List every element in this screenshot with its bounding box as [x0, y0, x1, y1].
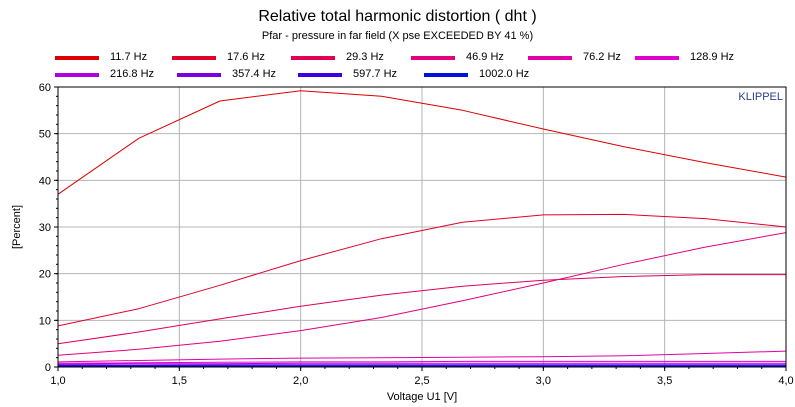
x-tick-label: 3,5 — [657, 375, 672, 387]
series-line-11-7-hz — [57, 90, 787, 195]
legend-label: 128.9 Hz — [690, 51, 735, 63]
x-tick-label: 4,0 — [778, 375, 793, 387]
y-tick-label: 10 — [39, 315, 51, 327]
y-tick-label: 20 — [39, 269, 51, 281]
chart-subtitle: Pfar - pressure in far field (X pse EXCE… — [261, 30, 534, 42]
legend-swatch — [55, 73, 99, 77]
legend-swatch — [528, 56, 572, 60]
legend-label: 216.8 Hz — [110, 68, 155, 80]
legend-label: 597.7 Hz — [353, 68, 398, 80]
series-line-29-3-hz — [57, 274, 786, 345]
x-tick-label: 1,5 — [172, 375, 187, 387]
x-tick-label: 2,5 — [414, 375, 429, 387]
series-line-46-9-hz — [57, 232, 787, 356]
series-line-76-2-hz — [57, 350, 787, 363]
y-axis-label: [Percent] — [11, 205, 23, 249]
y-tick-label: 60 — [39, 82, 51, 94]
legend-label: 11.7 Hz — [110, 51, 148, 63]
legend-label: 17.6 Hz — [227, 51, 265, 63]
legend-label: 76.2 Hz — [583, 51, 621, 63]
y-tick-label: 30 — [39, 222, 51, 234]
legend-swatch — [411, 56, 455, 60]
legend-label: 29.3 Hz — [346, 51, 384, 63]
watermark: KLIPPEL — [738, 91, 783, 103]
x-tick-label: 2,0 — [293, 375, 308, 387]
legend-label: 46.9 Hz — [466, 51, 504, 63]
legend-swatch — [635, 56, 679, 60]
series-line-216-8-hz — [57, 362, 786, 365]
y-tick-label: 50 — [39, 129, 51, 141]
x-tick-label: 1,0 — [50, 375, 65, 387]
legend-label: 357.4 Hz — [232, 68, 277, 80]
series-lines — [57, 90, 787, 367]
x-tick-label: 3,0 — [536, 375, 551, 387]
grid — [58, 87, 786, 367]
axes: 1,0 1,5 2,0 2,5 3,0 3,5 4,0 0 10 20 30 40 50 60 — [39, 82, 794, 387]
legend-swatch — [177, 73, 221, 77]
plot-frame — [57, 86, 787, 368]
legend-swatch — [55, 56, 99, 60]
legend-swatch — [298, 73, 342, 77]
legend-label: 1002.0 Hz — [479, 68, 530, 80]
legend-swatch — [424, 73, 468, 77]
series-line-17-6-hz — [57, 213, 787, 327]
legend-swatch — [291, 56, 335, 60]
legend-row: 216.8 Hz 357.4 Hz 597.7 Hz 1002.0 Hz — [55, 67, 785, 84]
legend: 11.7 Hz 17.6 Hz 29.3 Hz 46.9 Hz 76.2 Hz … — [55, 50, 785, 84]
series-line-128-9-hz — [57, 360, 786, 364]
legend-swatch — [172, 56, 216, 60]
y-tick-label: 40 — [39, 175, 51, 187]
y-tick-label: 0 — [45, 362, 51, 374]
legend-row: 11.7 Hz 17.6 Hz 29.3 Hz 46.9 Hz 76.2 Hz … — [55, 50, 785, 67]
chart-title: Relative total harmonic distortion ( dht… — [258, 8, 537, 25]
x-axis-label: Voltage U1 [V] — [387, 391, 457, 403]
